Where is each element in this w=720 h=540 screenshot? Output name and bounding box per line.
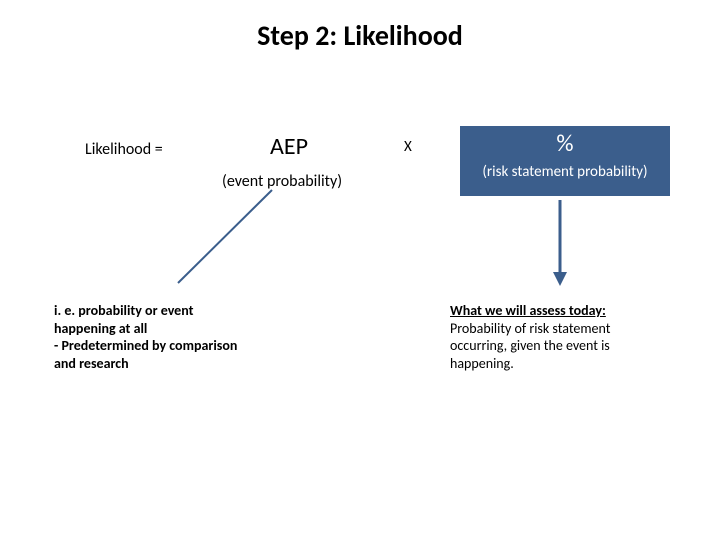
connectors-layer — [0, 0, 720, 540]
left-note-line3: - Predetermined by — [54, 337, 166, 354]
left-note-line2: happening at all — [54, 320, 147, 337]
page-title: Step 2: Likelihood — [0, 18, 720, 53]
event-probability-label: (event probability) — [222, 172, 342, 191]
multiply-symbol: X — [404, 138, 412, 156]
right-explanation-note: What we will assess today: Probability o… — [450, 302, 670, 372]
likelihood-equals-label: Likelihood = — [85, 140, 163, 159]
left-explanation-note: i. e. probability or event happening at … — [54, 302, 244, 372]
aep-connector-line — [178, 190, 272, 283]
risk-statement-probability-label: (risk statement probability) — [460, 163, 670, 181]
right-note-body: Probability of risk statement occurring,… — [450, 320, 610, 372]
percent-box: % (risk statement probability) — [460, 126, 670, 196]
percent-symbol: % — [460, 130, 670, 159]
arrow-head-icon — [553, 272, 567, 286]
left-note-line1: i. e. probability or event — [54, 302, 193, 319]
right-note-heading: What we will assess today: — [450, 302, 606, 319]
aep-label: AEP — [270, 132, 308, 161]
